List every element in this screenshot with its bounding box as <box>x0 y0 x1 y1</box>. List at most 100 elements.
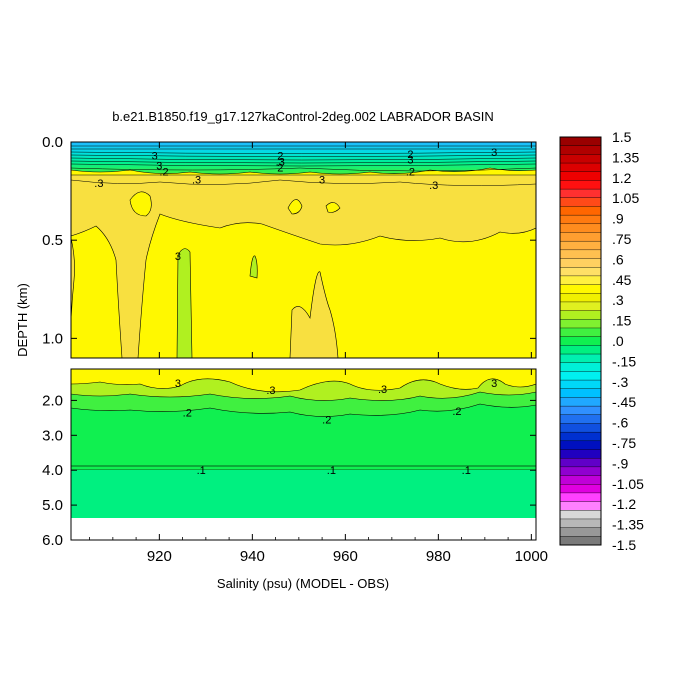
colorbar-label: -.75 <box>612 435 636 451</box>
y-tick-label: 5.0 <box>42 497 63 514</box>
colorbar-swatch <box>559 414 602 424</box>
upper-warm-plume <box>289 271 339 358</box>
colorbar-swatch <box>559 188 602 199</box>
contour-label: 3 <box>175 378 181 390</box>
colorbar-swatch <box>559 180 602 190</box>
colorbar-swatch <box>559 284 602 294</box>
upper-surface-gradient <box>71 142 536 175</box>
x-tick-label: 940 <box>240 548 265 565</box>
upper-panel-frame <box>70 141 537 359</box>
colorbar-label: .75 <box>612 231 632 247</box>
colorbar-swatch <box>559 240 602 251</box>
colorbar-label: -.45 <box>612 394 636 410</box>
upper-panel-field <box>71 142 536 358</box>
colorbar-label: -1.2 <box>612 496 636 512</box>
colorbar-label: .9 <box>612 211 624 227</box>
colorbar-swatch <box>559 379 602 390</box>
lower-panel-frame <box>70 368 537 541</box>
colorbar-swatch <box>559 293 602 303</box>
contour-label: 3 <box>156 161 162 173</box>
colorbar-swatch <box>559 206 602 216</box>
colorbar-swatch <box>559 388 602 398</box>
colorbar-label: -1.5 <box>612 537 636 553</box>
colorbar-label: -1.05 <box>612 476 644 492</box>
colorbar-label: 1.05 <box>612 190 639 206</box>
colorbar-swatch <box>559 275 602 286</box>
colorbar-swatch <box>559 457 602 468</box>
colorbar-label: .45 <box>612 272 632 288</box>
colorbar-label: .6 <box>612 251 624 267</box>
colorbar-label: 1.35 <box>612 149 639 165</box>
x-tick-label: 980 <box>426 548 451 565</box>
y-tick-label: 0.5 <box>42 232 63 249</box>
no-data-region <box>71 518 536 540</box>
colorbar-swatch <box>559 214 602 225</box>
contour-label: .2 <box>322 415 331 427</box>
contour-label: 3 <box>152 151 158 163</box>
contour-label: 2 <box>277 151 283 163</box>
contour-label: .1 <box>327 465 336 477</box>
colorbar-swatch <box>559 336 602 346</box>
colorbar-swatch <box>559 510 602 520</box>
upper-cool-column <box>176 248 193 358</box>
colorbar-swatch <box>559 310 602 320</box>
colorbar-swatch <box>559 484 602 494</box>
contour-label: .2 <box>183 408 192 420</box>
colorbar-label: 1.2 <box>612 170 632 186</box>
contour-label: 3 <box>491 147 497 159</box>
contour-label: 3 <box>175 251 181 263</box>
colorbar-swatch <box>559 353 602 364</box>
axes: 920 940 960 980 1000 0.0 0.5 1.0 2.0 3.0 4.0 5.0 6.0 <box>42 134 548 565</box>
upper-warm-band <box>71 174 536 358</box>
contour-label: 3 <box>319 174 325 186</box>
contour-label: 2 <box>277 163 283 175</box>
contour-label: 3 <box>491 378 497 390</box>
colorbar-swatch <box>559 267 602 277</box>
colorbar-label: -1.35 <box>612 517 644 533</box>
colorbar-label: -.9 <box>612 455 629 471</box>
colorbar-swatch <box>559 136 602 147</box>
contour-label: .3 <box>192 174 201 186</box>
colorbar-swatch <box>559 397 602 407</box>
y-tick-label: 2.0 <box>42 392 63 409</box>
colorbar-frame <box>559 136 602 546</box>
colorbar: 1.5 1.35 1.2 1.05 .9 .75 .6 .45 .3 .15 .0 -.15 -.3 -.… <box>559 129 644 553</box>
x-tick-label: 960 <box>333 548 358 565</box>
colorbar-swatch <box>559 527 602 537</box>
lower-panel-field <box>71 369 536 540</box>
contour-label: .2 <box>406 166 415 178</box>
y-tick-label: 1.0 <box>42 330 63 347</box>
colorbar-label: -.6 <box>612 415 629 431</box>
colorbar-swatch <box>559 405 602 416</box>
x-tick-label: 920 <box>147 548 172 565</box>
contour-label: .1 <box>197 465 206 477</box>
x-axis-label: Salinity (psu) (MODEL - OBS) <box>217 576 389 591</box>
x-tick-label: 1000 <box>515 548 548 565</box>
colorbar-swatch <box>559 145 602 155</box>
upper-bubble-a <box>129 191 152 217</box>
colorbar-swatch <box>559 197 602 207</box>
lower-band-035 <box>71 369 536 393</box>
colorbar-label: .3 <box>612 292 624 308</box>
contour-label: .2 <box>452 406 461 418</box>
colorbar-swatch <box>559 423 602 433</box>
colorbar-swatch <box>559 258 602 268</box>
y-tick-label: 3.0 <box>42 427 63 444</box>
colorbar-label: 1.5 <box>612 129 632 145</box>
colorbar-swatch <box>559 466 602 477</box>
upper-cool-spot <box>249 255 258 279</box>
contour-label: .3 <box>94 178 103 190</box>
colorbar-swatch <box>559 154 602 164</box>
contour-label: 3 <box>407 155 413 167</box>
contour-label: .3 <box>276 157 285 169</box>
colorbar-swatch <box>559 223 602 233</box>
colorbar-swatch <box>559 449 602 459</box>
contour-label: .3 <box>378 384 387 396</box>
contour-label: .2 <box>159 166 168 178</box>
colorbar-swatch <box>559 431 602 442</box>
upper-bubble-c <box>325 202 341 213</box>
y-tick-label: 0.0 <box>42 134 63 151</box>
colorbar-label: .15 <box>612 313 632 329</box>
